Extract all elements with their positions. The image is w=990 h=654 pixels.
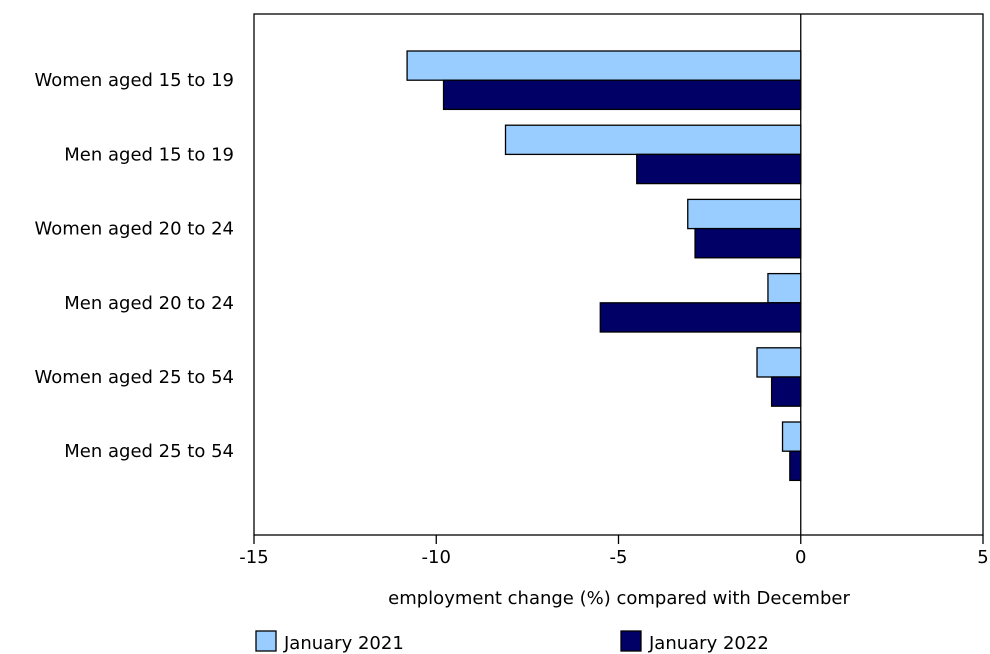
bar-jan-2021-5 [781, 421, 802, 452]
x-tick-label: -15 [239, 547, 268, 568]
legend-label: January 2021 [283, 633, 404, 654]
bar-jan-2021-0 [406, 50, 802, 81]
bar-jan-2022-3 [599, 302, 802, 333]
bar-jan-2021-1 [504, 124, 802, 156]
category-label: Women aged 15 to 19 [35, 70, 235, 91]
bar-jan-2022-0 [442, 79, 802, 111]
category-label: Men aged 25 to 54 [64, 441, 234, 462]
x-tick-label: -5 [610, 547, 628, 568]
category-label: Men aged 15 to 19 [64, 144, 234, 165]
x-tick-label: 5 [977, 547, 988, 568]
x-axis-title: employment change (%) compared with Dece… [388, 588, 850, 609]
bar-jan-2022-1 [636, 153, 802, 185]
category-label: Women aged 25 to 54 [35, 367, 235, 388]
bar-jan-2021-2 [687, 198, 802, 230]
bar-jan-2022-5 [789, 450, 802, 482]
x-tick-label: -10 [422, 547, 451, 568]
legend-swatch [620, 630, 642, 652]
legend-label: January 2022 [648, 633, 769, 654]
bar-jan-2022-2 [694, 227, 802, 259]
legend-swatch [255, 630, 277, 652]
category-label: Women aged 20 to 24 [35, 219, 235, 240]
bar-jan-2022-4 [770, 376, 802, 407]
category-label: Men aged 20 to 24 [64, 293, 234, 314]
x-tick-label: 0 [795, 547, 806, 568]
bar-jan-2021-4 [756, 347, 802, 378]
bar-jan-2021-3 [767, 272, 802, 304]
